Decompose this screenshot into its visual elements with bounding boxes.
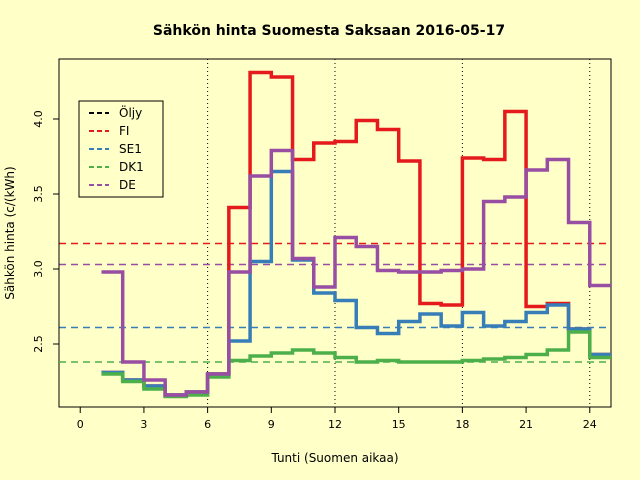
x-tick-label-6: 6 bbox=[204, 418, 211, 431]
x-tick-label-18: 18 bbox=[455, 418, 469, 431]
x-tick-label-3: 3 bbox=[140, 418, 147, 431]
series-lines bbox=[101, 70, 611, 399]
legend: Öljy FI SE1 DK1 DE bbox=[78, 100, 164, 198]
y-tick-label-4: 4.0 bbox=[32, 110, 45, 128]
x-tick-label-9: 9 bbox=[268, 418, 275, 431]
x-tick-label-21: 21 bbox=[519, 418, 533, 431]
legend-label-de: DE bbox=[119, 178, 136, 192]
x-axis: 0 3 6 9 12 15 18 21 24 bbox=[77, 406, 597, 431]
x-tick-label-0: 0 bbox=[77, 418, 84, 431]
series-dk1 bbox=[101, 330, 611, 399]
y-tick-label-2.5: 2.5 bbox=[32, 335, 45, 353]
y-axis: 2.5 3.0 3.5 4.0 bbox=[32, 110, 60, 353]
legend-label-ljy: Öljy bbox=[119, 104, 142, 120]
legend-label-se1: SE1 bbox=[119, 142, 142, 156]
x-tick-label-24: 24 bbox=[583, 418, 597, 431]
x-axis-label: Tunti (Suomen aikaa) bbox=[270, 451, 398, 465]
y-axis-label: Sähkön hinta (c/(kWh) bbox=[3, 166, 17, 299]
x-tick-label-15: 15 bbox=[392, 418, 406, 431]
series-fi bbox=[101, 70, 611, 397]
y-tick-label-3: 3.0 bbox=[32, 260, 45, 278]
y-tick-label-3.5: 3.5 bbox=[32, 185, 45, 203]
series-de bbox=[101, 148, 611, 397]
legend-label-fi: FI bbox=[119, 124, 129, 138]
legend-label-dk1: DK1 bbox=[119, 160, 144, 174]
x-tick-label-12: 12 bbox=[328, 418, 342, 431]
chart-title: Sähkön hinta Suomesta Saksaan 2016-05-17 bbox=[153, 23, 505, 39]
